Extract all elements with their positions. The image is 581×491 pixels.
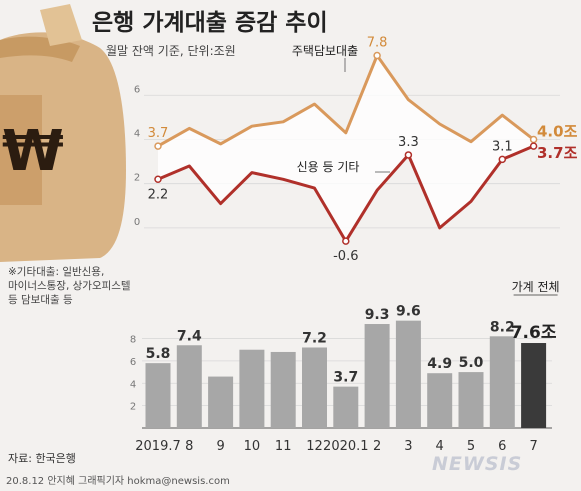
- end-label-mortgage: 4.0조: [537, 122, 578, 140]
- bar-value-label: 3.7: [333, 370, 358, 386]
- bar-value-label: 9.3: [365, 307, 390, 323]
- x-tick-label: 8: [185, 439, 193, 454]
- data-label: 3.1: [492, 139, 513, 154]
- chart-subtitle: 월말 잔액 기준, 단위:조원: [106, 44, 236, 58]
- x-tick-label: 5: [467, 439, 475, 454]
- data-label: -0.6: [333, 249, 358, 264]
- x-tick-label: 4: [436, 439, 444, 454]
- data-label: 3.3: [398, 135, 419, 150]
- bar: [239, 349, 265, 428]
- x-tick-label: 10: [244, 439, 261, 454]
- y-tick-label: 6: [130, 357, 136, 368]
- line-chart-area: [158, 55, 534, 242]
- x-tick-label: 2: [373, 439, 381, 454]
- bar: [458, 372, 484, 428]
- x-tick-label: 2019.7: [135, 439, 181, 454]
- note-line: ※기타대출: 일반신용,: [8, 265, 104, 278]
- x-axis-labels: 2019.7 8 9 10 11 12 2020.1 2 3 4 5 6 7: [135, 439, 537, 454]
- money-bag-icon: ₩: [0, 4, 126, 262]
- bar-value-label: 9.6: [396, 304, 421, 320]
- bar: [489, 336, 515, 428]
- x-tick-label: 9: [216, 439, 224, 454]
- x-tick-label: 7: [529, 439, 537, 454]
- x-tick-label: 2020.1: [323, 439, 369, 454]
- y-tick-label: 0: [134, 217, 140, 228]
- bar-chart-bars: [145, 320, 547, 428]
- bar: [176, 345, 202, 428]
- series-name-other: 신용 등 기타: [297, 160, 360, 174]
- bar-value-label: 7.6조: [511, 323, 557, 343]
- y-tick-label: 2: [134, 173, 140, 184]
- y-tick-label: 2: [130, 402, 136, 413]
- x-tick-label: 12: [306, 439, 323, 454]
- y-tick-label: 6: [134, 84, 140, 95]
- bar: [302, 347, 327, 428]
- data-point-marker: [154, 142, 162, 150]
- data-point-marker: [154, 175, 162, 184]
- data-point-marker: [342, 237, 350, 245]
- bar: [333, 386, 359, 428]
- data-point-marker: [498, 155, 507, 164]
- data-point-marker: [373, 51, 381, 60]
- bar-value-label: 7.4: [177, 328, 202, 344]
- bar: [208, 376, 234, 428]
- bar-value-label: 5.8: [146, 346, 171, 362]
- note-line: 마이너스통장, 상가오피스텔: [8, 280, 131, 292]
- x-tick-label: 6: [498, 439, 506, 454]
- data-label: 2.2: [148, 187, 169, 202]
- data-point-marker: [529, 135, 538, 144]
- series-callout-other: 신용 등 기타: [297, 160, 390, 174]
- x-tick-label: 11: [275, 439, 292, 454]
- bar-series-name: 가계 전체: [512, 280, 560, 294]
- line-chart-series: [154, 51, 538, 245]
- data-label: 7.8: [367, 35, 388, 50]
- bar-value-label: 8.2: [490, 319, 515, 335]
- data-point-marker: [404, 151, 413, 159]
- line-chart-labels: 3.7 7.8 2.2 -0.6 3.3 3.1 4.0조 3.7조: [148, 35, 578, 264]
- bar: [145, 363, 171, 428]
- y-tick-label: 4: [130, 379, 136, 390]
- note-line: 등 담보대출 등: [8, 294, 73, 306]
- y-tick-label: 4: [134, 128, 140, 139]
- series-line-mortgage: [157, 54, 535, 148]
- bar: [364, 324, 390, 428]
- series-callout-mortgage: 주택담보대출: [292, 44, 358, 72]
- bar: [521, 343, 547, 428]
- bar-value-label: 7.2: [302, 330, 327, 346]
- newsis-logo: NEWSIS: [432, 453, 522, 475]
- bar-chart-labels: 5.8 7.4 7.2 3.7 9.3 9.6 4.9 5.0 8.27.6조: [146, 304, 557, 386]
- series-name-mortgage: 주택담보대출: [292, 44, 358, 58]
- bar-value-label: 5.0: [459, 355, 484, 371]
- bar: [270, 351, 296, 428]
- y-tick-label: 8: [130, 335, 136, 346]
- data-label: 3.7: [148, 126, 169, 141]
- data-point-marker: [529, 142, 538, 150]
- end-label-other: 3.7조: [537, 144, 578, 162]
- credit-text: 20.8.12 안지혜 그래픽기자 hokma@newsis.com: [6, 475, 230, 487]
- area-between-series: [158, 55, 534, 242]
- bar-chart-callout: 가계 전체: [512, 280, 560, 296]
- bar-value-label: 4.9: [427, 356, 452, 372]
- bar: [427, 373, 453, 428]
- svg-text:₩: ₩: [2, 119, 64, 184]
- x-tick-label: 3: [404, 439, 412, 454]
- source-text: 자료: 한국은행: [8, 452, 76, 465]
- bar: [395, 320, 421, 428]
- chart-title: 은행 가계대출 증감 추이: [92, 10, 328, 36]
